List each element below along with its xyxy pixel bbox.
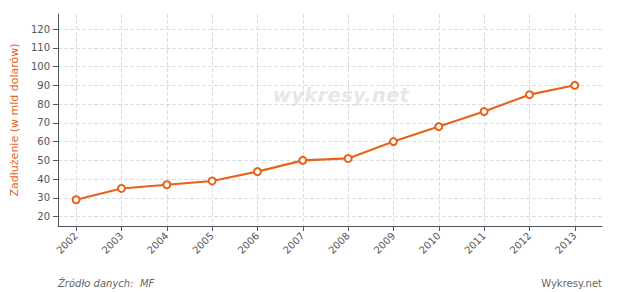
svg-text:70: 70 (37, 117, 50, 128)
svg-text:2013: 2013 (553, 230, 579, 256)
svg-text:40: 40 (37, 174, 50, 185)
svg-text:2011: 2011 (462, 230, 488, 256)
svg-text:30: 30 (37, 192, 50, 203)
svg-text:90: 90 (37, 80, 50, 91)
svg-text:2012: 2012 (508, 230, 534, 256)
svg-text:100: 100 (31, 61, 50, 72)
svg-text:2002: 2002 (54, 230, 80, 256)
svg-text:2008: 2008 (326, 230, 352, 256)
svg-text:Źródło danych: MF: Źródło danych: MF (57, 277, 155, 289)
svg-text:50: 50 (37, 155, 50, 166)
svg-text:60: 60 (37, 136, 50, 147)
svg-text:2004: 2004 (145, 230, 171, 256)
svg-text:wykresy.net: wykresy.net (273, 83, 411, 107)
svg-text:2003: 2003 (100, 230, 126, 256)
svg-text:2006: 2006 (236, 230, 262, 256)
svg-text:2010: 2010 (417, 230, 443, 256)
svg-text:120: 120 (31, 24, 50, 35)
svg-text:2005: 2005 (190, 230, 216, 256)
svg-text:Wykresy.net: Wykresy.net (541, 278, 602, 289)
svg-text:2007: 2007 (281, 230, 307, 256)
svg-text:Zadłużenie (w mld dolarów): Zadłużenie (w mld dolarów) (8, 43, 21, 196)
svg-text:20: 20 (37, 211, 50, 222)
svg-text:2009: 2009 (372, 230, 398, 256)
svg-text:80: 80 (37, 99, 50, 110)
svg-text:110: 110 (31, 42, 50, 53)
